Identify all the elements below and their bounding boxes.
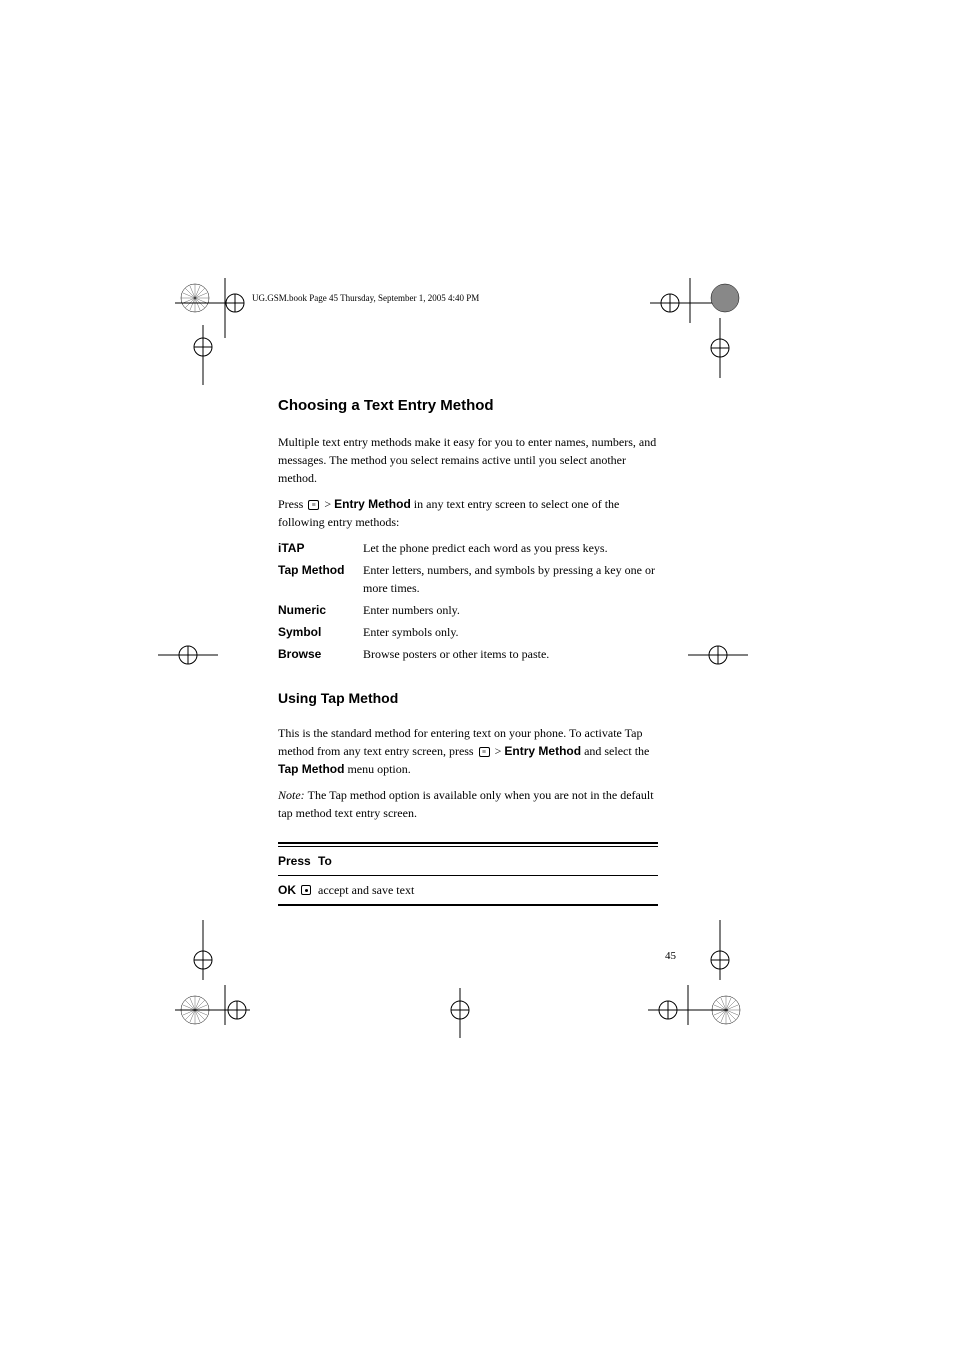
entry-method-label2: Entry Method — [504, 744, 581, 758]
table-header-to: To — [318, 852, 658, 870]
method-label: Symbol — [278, 623, 363, 641]
reg-mark-bc — [430, 988, 490, 1053]
reg-mark-ml — [158, 625, 238, 690]
table-cell-ok: OK — [278, 881, 318, 899]
method-label: Tap Method — [278, 561, 363, 579]
page-content: Choosing a Text Entry Method Multiple te… — [278, 395, 658, 906]
note-body: The Tap method option is available only … — [278, 788, 654, 820]
reg-mark-bl2 — [175, 985, 265, 1050]
instruction-table: Press To OK accept and save text — [278, 842, 658, 906]
reg-mark-tr2 — [695, 318, 755, 403]
method-desc: Let the phone predict each word as you p… — [363, 539, 608, 557]
method-row: NumericEnter numbers only. — [278, 601, 658, 619]
method-label: iTAP — [278, 539, 363, 557]
reg-mark-tl2 — [178, 325, 238, 410]
menu-icon: ≡ — [308, 500, 319, 510]
table-header-press: Press — [278, 852, 318, 870]
ok-label: OK — [278, 883, 296, 897]
method-label: Browse — [278, 645, 363, 663]
menu-icon: ≡ — [479, 747, 490, 757]
method-desc: Enter numbers only. — [363, 601, 460, 619]
sub-end: menu option. — [344, 762, 410, 776]
table-cell-accept: accept and save text — [318, 881, 658, 899]
press-prefix: Press — [278, 497, 306, 511]
note-prefix: Note: — [278, 788, 308, 802]
methods-list: iTAPLet the phone predict each word as y… — [278, 539, 658, 663]
method-row: Tap MethodEnter letters, numbers, and sy… — [278, 561, 658, 597]
tap-method-label: Tap Method — [278, 762, 344, 776]
method-desc: Enter symbols only. — [363, 623, 459, 641]
method-label: Numeric — [278, 601, 363, 619]
header-filename: UG.GSM.book Page 45 Thursday, September … — [252, 293, 479, 303]
subsection-body: This is the standard method for entering… — [278, 724, 658, 778]
note: Note: The Tap method option is available… — [278, 786, 658, 822]
press-instruction: Press ≡ > Entry Method in any text entry… — [278, 495, 658, 531]
reg-mark-br — [648, 985, 758, 1050]
section-title: Choosing a Text Entry Method — [278, 395, 658, 418]
arrow: > — [324, 497, 331, 511]
center-key-icon — [301, 885, 311, 895]
table-header: Press To — [278, 846, 658, 876]
method-row: SymbolEnter symbols only. — [278, 623, 658, 641]
sub-suffix: and select the — [581, 744, 649, 758]
method-row: iTAPLet the phone predict each word as y… — [278, 539, 658, 557]
arrow: > — [495, 744, 502, 758]
reg-mark-mr — [688, 625, 768, 690]
method-row: BrowseBrowse posters or other items to p… — [278, 645, 658, 663]
method-desc: Enter letters, numbers, and symbols by p… — [363, 561, 658, 597]
page-number: 45 — [665, 950, 676, 962]
intro-text: Multiple text entry methods make it easy… — [278, 433, 658, 487]
entry-method-label: Entry Method — [334, 497, 411, 511]
subsection-title: Using Tap Method — [278, 688, 658, 709]
method-desc: Browse posters or other items to paste. — [363, 645, 549, 663]
table-row: OK accept and save text — [278, 876, 658, 904]
